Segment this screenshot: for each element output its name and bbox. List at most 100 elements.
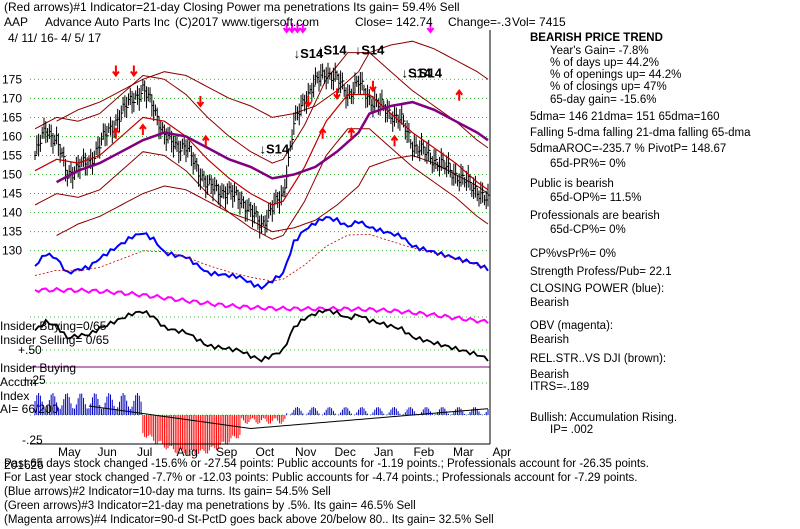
month-label: Jan xyxy=(374,445,393,459)
y-tick-label: 135 xyxy=(2,225,22,239)
y-tick-label: 140 xyxy=(2,206,22,220)
closings-up: % of closings up= 47% xyxy=(550,81,667,93)
aroc-pivot: 5dmaAROC=-235.7 % PivotP= 148.67 xyxy=(530,143,727,155)
gain65: 65-day gain= -15.6% xyxy=(550,94,657,106)
strength-ratio: Strength Profess/Pub= 22.1 xyxy=(530,266,672,278)
y-tick-label: 170 xyxy=(2,91,22,105)
grid-lines xyxy=(30,78,490,416)
ticker: AAP xyxy=(4,15,29,29)
x-month-labels: May Jun Jul Aug Sep Oct Nov Dec Jan Feb Mar Apr xyxy=(58,445,511,459)
ma65-line xyxy=(56,100,489,184)
copyright: (C)2017 www.tigersoft.com xyxy=(175,15,320,29)
magenta-arrow xyxy=(293,23,302,34)
closing-power-line xyxy=(34,215,489,290)
month-label: Mar xyxy=(453,445,474,459)
plus50-label: +.50 xyxy=(18,343,42,357)
sell-arrow xyxy=(369,80,377,93)
public-status: Public is bearish xyxy=(530,178,614,190)
itrs-value: ITRS=-.189 xyxy=(530,381,590,393)
small-value: .26 xyxy=(27,458,44,472)
month-label: Aug xyxy=(177,445,198,459)
magenta-arrow xyxy=(282,23,291,34)
buy-arrow xyxy=(347,127,356,139)
lower-band-65 xyxy=(56,154,489,236)
cp-vs-pr: CP%vsPr%= 0% xyxy=(530,248,616,260)
insider-buying2-label: Insider Buying xyxy=(0,361,77,375)
y-tick-label: 175 xyxy=(2,72,22,86)
signal-label: ↓S14 xyxy=(317,42,347,57)
y-tick-label: 160 xyxy=(2,129,22,143)
relstr-status: Bearish xyxy=(530,369,569,381)
month-label: Oct xyxy=(256,445,275,459)
signal-label: ↓S14 xyxy=(294,46,324,61)
falling-ma: Falling 5-dma falling 21-dma falling 65-… xyxy=(530,127,751,139)
month-label: Dec xyxy=(335,445,356,459)
years-gain: Year's Gain= -7.8% xyxy=(550,45,649,57)
relative-strength-line xyxy=(34,308,489,363)
signal-label: ↓S14 xyxy=(412,65,442,80)
closing-power-status: Bearish xyxy=(530,297,569,309)
magenta-arrow xyxy=(299,23,307,34)
accumulation-histogram xyxy=(34,393,489,456)
footer-line4: (Green arrows)#3 Indicator=21-day ma pen… xyxy=(4,500,416,512)
closing-power-path xyxy=(34,215,489,290)
footer-line1: Past 65 days stock changed -15.6% or -27… xyxy=(4,458,650,470)
buy-arrow xyxy=(201,134,210,147)
header-line1: (Red arrows)#1 Indicator=21-day Closing … xyxy=(4,0,460,14)
y-tick-label: 150 xyxy=(2,168,22,182)
footer-line5: (Magenta arrows)#4 Indicator=90-d St-Pct… xyxy=(4,514,494,526)
y-tick-label: 145 xyxy=(2,187,22,201)
days-up: % of days up= 44.2% xyxy=(550,57,660,69)
company-name: Advance Auto Parts Inc xyxy=(45,15,170,29)
month-label: Sep xyxy=(216,445,238,459)
buy-arrow xyxy=(455,89,464,101)
close-value: Close= 142.74 xyxy=(355,15,433,29)
month-label: Jun xyxy=(98,445,117,459)
ip-value: IP= .002 xyxy=(550,424,594,436)
signal-label: ↓S14 xyxy=(260,141,290,156)
sell-arrow xyxy=(196,95,205,108)
sell-arrow xyxy=(130,65,138,78)
y-tick-labels: 130 135 140 145 150 155 160 165 170 175 xyxy=(2,72,22,257)
accum-ma-line xyxy=(88,405,489,430)
y-tick-label: 165 xyxy=(2,110,22,124)
accumulation-status: Bullish: Accumulation Rising. xyxy=(530,412,678,424)
y-tick-label: 155 xyxy=(2,148,22,162)
signal-arrows: ↓S14↓S14↓S14 ↓S14↓S14↓S14 xyxy=(112,23,464,156)
relstr-label: REL.STR..VS DJI (brown): xyxy=(530,353,667,365)
change-value: Change=-.3 xyxy=(448,15,512,29)
month-label: Apr xyxy=(493,445,512,459)
op-value: 65d-OP%= 11.5% xyxy=(550,192,642,204)
sell-arrow xyxy=(304,95,313,108)
obv-status: Bearish xyxy=(530,334,569,346)
moving-averages xyxy=(34,93,489,206)
magenta-arrow xyxy=(288,23,296,34)
month-label: Feb xyxy=(414,445,435,459)
pr-value: 65d-PR%= 0% xyxy=(550,158,626,170)
upper-band-21 xyxy=(34,52,489,164)
insider-buying-label: Insider Buying=0/65 xyxy=(0,319,107,333)
trend-label: BEARISH PRICE TREND xyxy=(530,32,663,44)
month-label: Jul xyxy=(137,445,152,459)
sell-arrow xyxy=(112,65,120,78)
plus25-label: +.25 xyxy=(22,373,46,387)
dma-values: 5dma= 146 21dma= 151 65dma=160 xyxy=(530,111,720,123)
month-label: Nov xyxy=(295,445,316,459)
signal-label: ↓S14 xyxy=(355,42,385,57)
date-range: 4/ 11/ 16- 4/ 5/ 17 xyxy=(8,31,102,45)
month-label: May xyxy=(58,445,81,459)
professionals-status: Professionals are bearish xyxy=(530,210,660,222)
minus25-label: -.25 xyxy=(22,433,43,447)
obv-path xyxy=(34,286,489,324)
insider-selling-label: Insider Selling= 0/65 xyxy=(0,333,110,347)
buy-arrow xyxy=(139,123,147,135)
obv-line xyxy=(34,286,489,324)
relative-strength-path xyxy=(34,308,489,363)
closing-power-label: CLOSING POWER (blue): xyxy=(530,283,665,295)
footer-line2: For Last year stock changed -7.7% or -12… xyxy=(4,472,638,484)
y-tick-label: 130 xyxy=(2,244,22,258)
magenta-arrow xyxy=(426,23,435,34)
accum-label: Accum xyxy=(0,375,37,389)
